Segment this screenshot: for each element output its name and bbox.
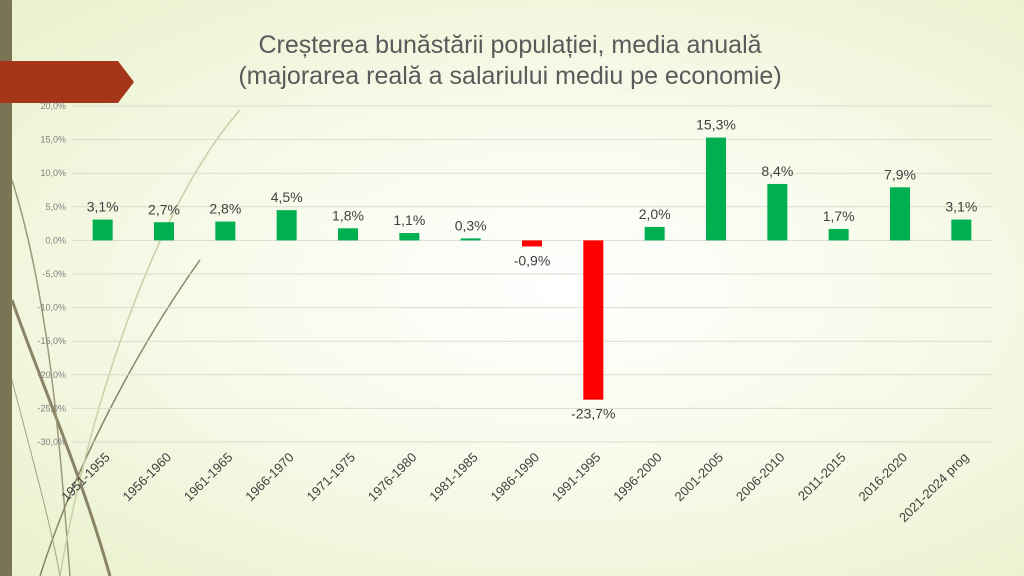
- x-tick-label: 2001-2005: [672, 450, 727, 505]
- bar-1996-2000: [644, 226, 665, 241]
- bar-1981-1985: [460, 238, 481, 241]
- data-label: 8,4%: [761, 163, 793, 179]
- bars: [92, 137, 972, 400]
- title-line-1: Creșterea bunăstării populației, media a…: [258, 31, 762, 59]
- data-label: 1,8%: [332, 207, 364, 223]
- x-axis-ticks: 1951-1955 1956-1960 1961-1965 1966-1970 1971…: [58, 450, 971, 526]
- data-label: 4,5%: [271, 189, 303, 205]
- x-tick-label: 1976-1980: [365, 450, 420, 505]
- x-tick-label: 1981-1985: [426, 450, 481, 505]
- x-tick-label: 1991-1995: [549, 450, 604, 505]
- data-labels: 3,1% 2,7% 2,8% 4,5% 1,8% 1,1% 0,3% -0,9% -23,7% 2…: [87, 117, 978, 422]
- bar-2006-2010: [767, 183, 788, 241]
- data-label: 15,3%: [696, 117, 736, 133]
- x-tick-label: 2006-2010: [733, 450, 788, 505]
- x-tick-label: 1971-1975: [304, 450, 359, 505]
- y-axis-ticks: 20,0% 15,0% 10,0% 5,0% 0,0% -5,0% -10,0% -15,0%…: [37, 101, 66, 447]
- data-label: 3,1%: [945, 199, 977, 215]
- grid-lines: [72, 105, 992, 443]
- x-tick-label: 1961-1965: [181, 450, 236, 505]
- x-tick-label: 1996-2000: [610, 450, 665, 505]
- bar-1951-1955: [92, 219, 113, 241]
- y-tick-label: 5,0%: [45, 202, 66, 212]
- data-label: 1,7%: [823, 208, 855, 224]
- y-tick-label: 15,0%: [40, 135, 66, 145]
- data-label: -23,7%: [571, 406, 615, 422]
- bar-1976-1980: [399, 233, 420, 241]
- x-tick-label: 1951-1955: [58, 450, 113, 505]
- y-tick-label: -25,0%: [37, 403, 66, 413]
- bar-1956-1960: [154, 222, 174, 241]
- x-tick-label: 1956-1960: [120, 450, 175, 505]
- data-label: 1,1%: [393, 212, 425, 228]
- data-label: 2,0%: [639, 206, 671, 222]
- data-label: 0,3%: [455, 217, 487, 233]
- title-arrow-shape: [0, 61, 134, 103]
- data-label: 3,1%: [87, 199, 119, 215]
- y-tick-label: 10,0%: [40, 168, 66, 178]
- y-tick-label: 0,0%: [45, 235, 66, 245]
- slide-title: Creșterea bunăstării populației, media a…: [110, 30, 910, 92]
- data-label: 2,7%: [148, 201, 180, 217]
- bar-1986-1990: [522, 240, 542, 247]
- data-label: 7,9%: [884, 166, 916, 182]
- bar-1961-1965: [215, 221, 236, 241]
- bar-2021-2024 prog: [951, 219, 972, 241]
- bar-1966-1970: [276, 210, 297, 241]
- x-tick-label: 2011-2015: [795, 450, 849, 504]
- bar-2011-2015: [828, 228, 849, 241]
- y-tick-label: 20,0%: [40, 101, 66, 111]
- title-line-2: (majorarea reală a salariului mediu pe e…: [238, 62, 782, 90]
- y-tick-label: -10,0%: [37, 303, 66, 313]
- bar-1971-1975: [338, 228, 358, 241]
- y-tick-label: -15,0%: [37, 336, 66, 346]
- y-tick-label: -5,0%: [42, 269, 66, 279]
- x-tick-label: 2016-2020: [856, 450, 911, 505]
- left-decorative-strip: [0, 0, 12, 576]
- x-tick-label: 1986-1990: [488, 450, 543, 505]
- bar-1991-1995: [583, 240, 604, 400]
- bar-2001-2005: [706, 137, 726, 241]
- x-tick-label: 1966-1970: [242, 450, 297, 505]
- y-tick-label: -30,0%: [37, 437, 66, 447]
- y-tick-label: -20,0%: [37, 370, 66, 380]
- data-label: 2,8%: [209, 201, 241, 217]
- bar-2016-2020: [890, 187, 910, 241]
- data-label: -0,9%: [514, 252, 551, 268]
